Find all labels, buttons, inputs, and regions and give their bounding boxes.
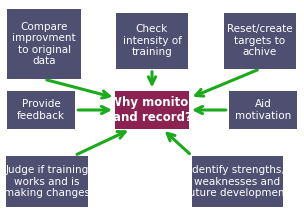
FancyBboxPatch shape (224, 13, 295, 69)
Text: Compare
improvment
to original
data: Compare improvment to original data (12, 22, 76, 66)
FancyBboxPatch shape (7, 9, 81, 79)
Text: Why monitor
and record?: Why monitor and record? (109, 96, 195, 124)
Text: Aid
motivation: Aid motivation (235, 99, 291, 121)
Text: Check
intensity of
training: Check intensity of training (123, 24, 181, 57)
FancyBboxPatch shape (116, 13, 188, 69)
FancyBboxPatch shape (229, 91, 297, 129)
FancyBboxPatch shape (115, 91, 189, 129)
Text: Provide
feedback: Provide feedback (17, 99, 65, 121)
FancyBboxPatch shape (192, 156, 283, 207)
FancyBboxPatch shape (7, 91, 75, 129)
FancyBboxPatch shape (6, 156, 88, 207)
Text: Identify strengths,
weaknesses and
future development: Identify strengths, weaknesses and futur… (185, 165, 289, 198)
Text: Reset/create
targets to
achive: Reset/create targets to achive (227, 24, 293, 57)
Text: Judge if training
works and is
making changes: Judge if training works and is making ch… (4, 165, 90, 198)
